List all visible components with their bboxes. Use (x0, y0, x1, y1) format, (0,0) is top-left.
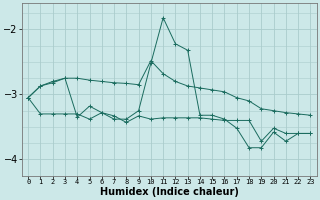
X-axis label: Humidex (Indice chaleur): Humidex (Indice chaleur) (100, 187, 239, 197)
